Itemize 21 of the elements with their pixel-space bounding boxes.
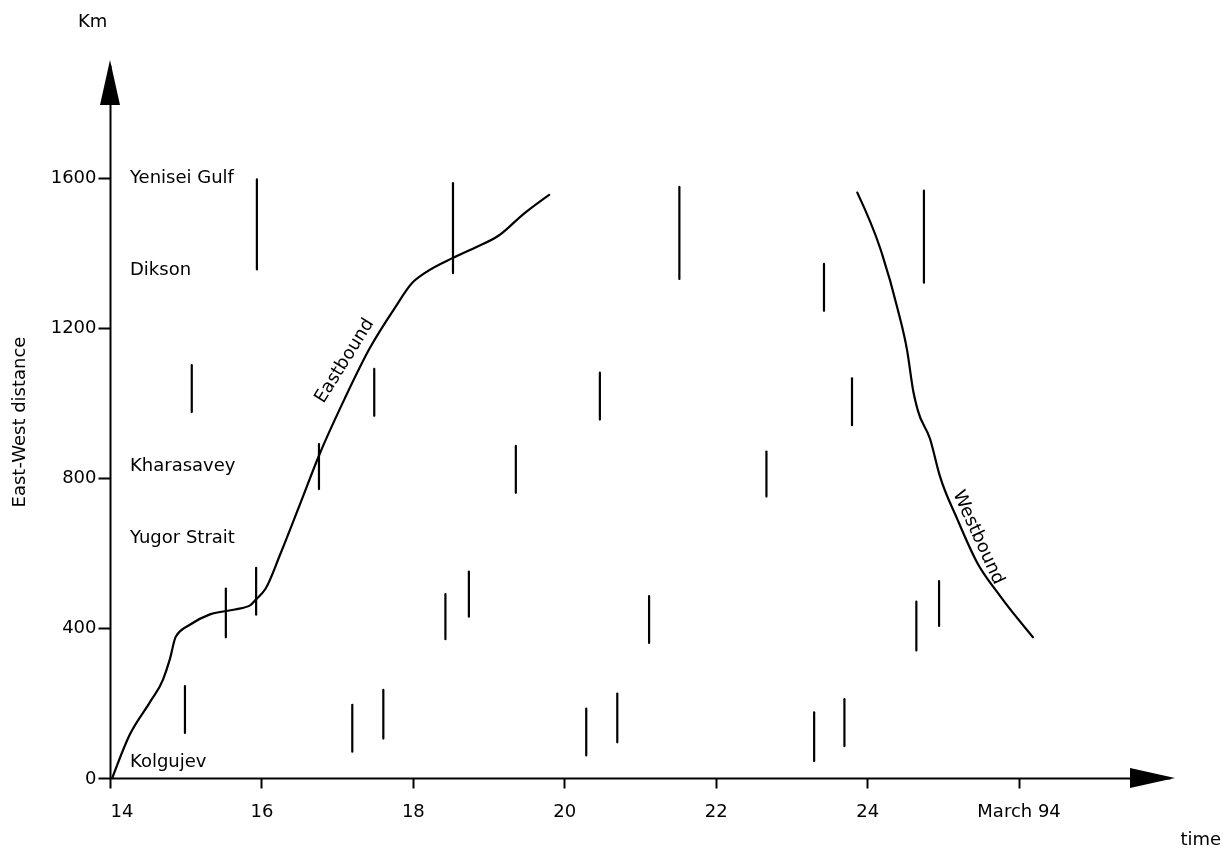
x-tick-label: March 94 [977,799,1061,821]
annotation: Dikson [130,258,192,279]
annotation: Yenisei Gulf [130,166,234,187]
x-tick-label: 18 [401,799,425,821]
text: Km [78,10,108,31]
y-tick-label: 1600 [50,166,97,188]
y-tick-label: 400 [62,616,97,638]
y-tick-label: 800 [62,466,97,488]
y-tick-label: 0 [85,766,97,788]
annotation: Kharasavey [130,454,236,475]
x-tick-label: 22 [704,799,728,821]
x-tick-label: 20 [553,799,577,821]
line-series [856,191,1035,639]
x-tick-label: 14 [110,799,134,821]
x-tick-label: 24 [856,799,880,821]
y-tick-label: 1200 [50,316,97,338]
x-axis-title: time [1180,827,1222,849]
annotation: Yugor Strait [130,526,235,547]
x-tick-label: 16 [250,799,274,821]
y-axis-title: East-West distance [7,336,29,508]
annotation: Kolgujev [130,750,207,771]
